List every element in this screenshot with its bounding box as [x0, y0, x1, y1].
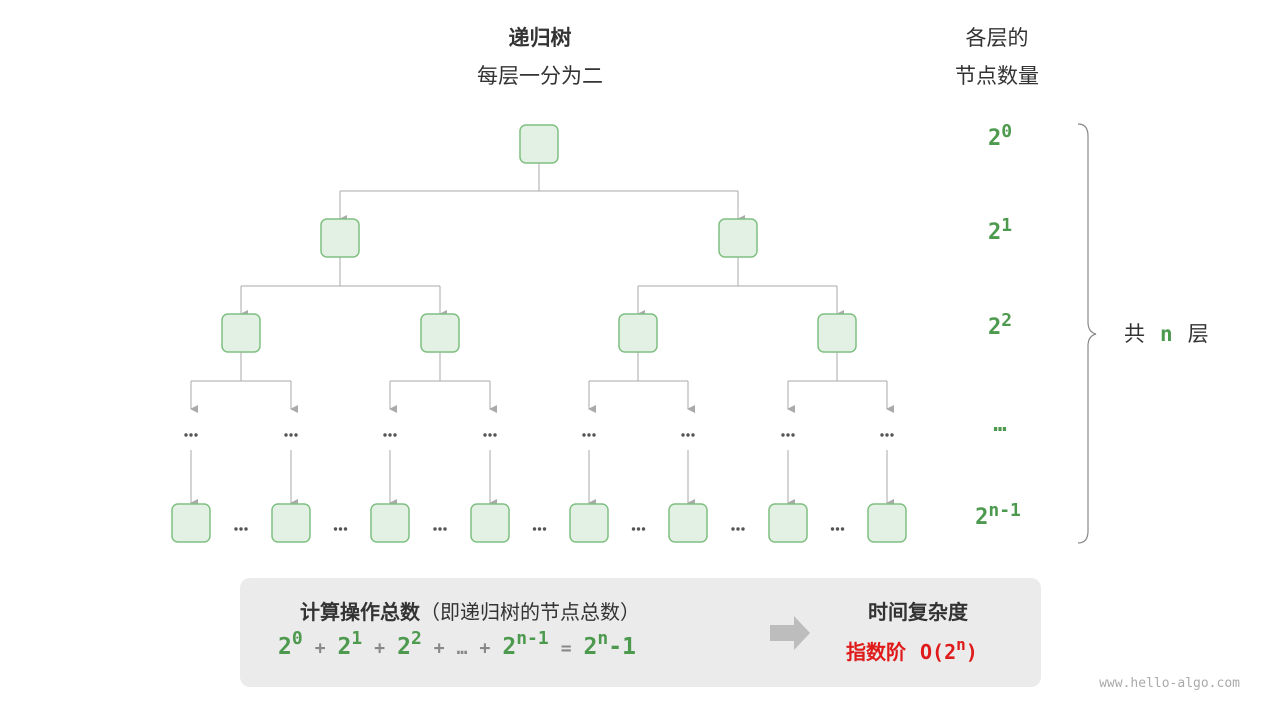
tree-node [569, 503, 609, 543]
ellipsis-dot [433, 527, 437, 531]
watermark: www.hello-algo.com [1099, 676, 1240, 691]
tree-node [221, 313, 261, 353]
sum-formula: 20 +21 +22 +… +2n-1 = 2n-1 [278, 628, 636, 661]
ellipsis-dot [338, 527, 343, 531]
diagram-subtitle: 每层一分为二 [477, 64, 603, 88]
ellipsis-dot [443, 527, 447, 531]
ellipsis-dot [194, 433, 198, 437]
ellipsis-dot [542, 527, 547, 531]
ellipsis-dot [686, 433, 690, 437]
tree-node [867, 503, 907, 543]
ellipsis-dot [244, 527, 248, 531]
ellipsis-dot [383, 433, 387, 437]
diagram-title: 递归树 [508, 26, 572, 50]
level-count-1: 21 [987, 215, 1013, 246]
ellipsis-dot [786, 433, 790, 437]
ellipsis-dot [234, 527, 238, 531]
tree-node [718, 218, 758, 258]
ellipsis-dot [736, 527, 740, 531]
ellipsis-dot [885, 433, 889, 437]
level-count-0: 20 [987, 121, 1013, 152]
column-header-1: 各层的 [965, 26, 1029, 50]
tree-node [370, 503, 410, 543]
ellipsis-dot [189, 433, 193, 437]
ellipsis-dot [582, 433, 586, 437]
ellipsis-dot [592, 433, 596, 437]
tree-node [420, 313, 460, 353]
ellipsis-dot [393, 433, 397, 437]
curly-brace [1077, 123, 1097, 544]
tree-node [618, 313, 658, 353]
ellipsis-dot [781, 433, 785, 437]
tree-node [171, 503, 211, 543]
ellipsis-dot [493, 433, 497, 437]
tree-node [271, 503, 311, 543]
tree-node [519, 124, 559, 164]
tree-node [768, 503, 808, 543]
ellipsis-dot [488, 433, 492, 437]
tree-node [470, 503, 510, 543]
ellipsis-dot [641, 527, 646, 531]
ellipsis-dot [835, 527, 840, 531]
ellipsis-dot [631, 527, 636, 531]
tree-node [668, 503, 708, 543]
ellipsis-dot [890, 433, 894, 437]
tree-node [320, 218, 360, 258]
ellipsis-dot [741, 527, 745, 531]
ellipsis-dot [731, 527, 735, 531]
ellipsis-dot [284, 433, 288, 437]
ellipsis-dot [343, 527, 348, 531]
right-arrow-icon [770, 616, 810, 650]
ellipsis-dot [691, 433, 695, 437]
ellipsis-dot [294, 433, 298, 437]
ellipsis-dot [333, 527, 338, 531]
ellipsis-dot [438, 527, 442, 531]
summary-title: 计算操作总数（即递归树的节点总数） [300, 600, 640, 624]
ellipsis-dot [483, 433, 487, 437]
summary-panel: 计算操作总数（即递归树的节点总数） 20 +21 +22 +… +2n-1 = 2n-1 时… [240, 578, 1041, 687]
ellipsis-dot [830, 527, 835, 531]
ellipsis-dot [840, 527, 845, 531]
ellipsis-dot [289, 433, 293, 437]
complexity-value: 指数阶 O(2n) [846, 635, 978, 665]
ellipsis-dot [537, 527, 542, 531]
ellipsis-dot [587, 433, 591, 437]
level-count-last: 2n-1 [975, 500, 1021, 531]
ellipsis-dot [388, 433, 392, 437]
complexity-title: 时间复杂度 [868, 600, 968, 624]
ellipsis-dot [239, 527, 243, 531]
tree-node [817, 313, 857, 353]
column-header-2: 节点数量 [955, 64, 1039, 88]
ellipsis-dot [636, 527, 641, 531]
ellipsis-dot [791, 433, 795, 437]
level-count-ellipsis: … [993, 412, 1007, 437]
ellipsis-dot [184, 433, 188, 437]
ellipsis-dot [532, 527, 537, 531]
ellipsis-dot [681, 433, 685, 437]
ellipsis-dot [880, 433, 884, 437]
level-count-2: 22 [987, 310, 1013, 341]
